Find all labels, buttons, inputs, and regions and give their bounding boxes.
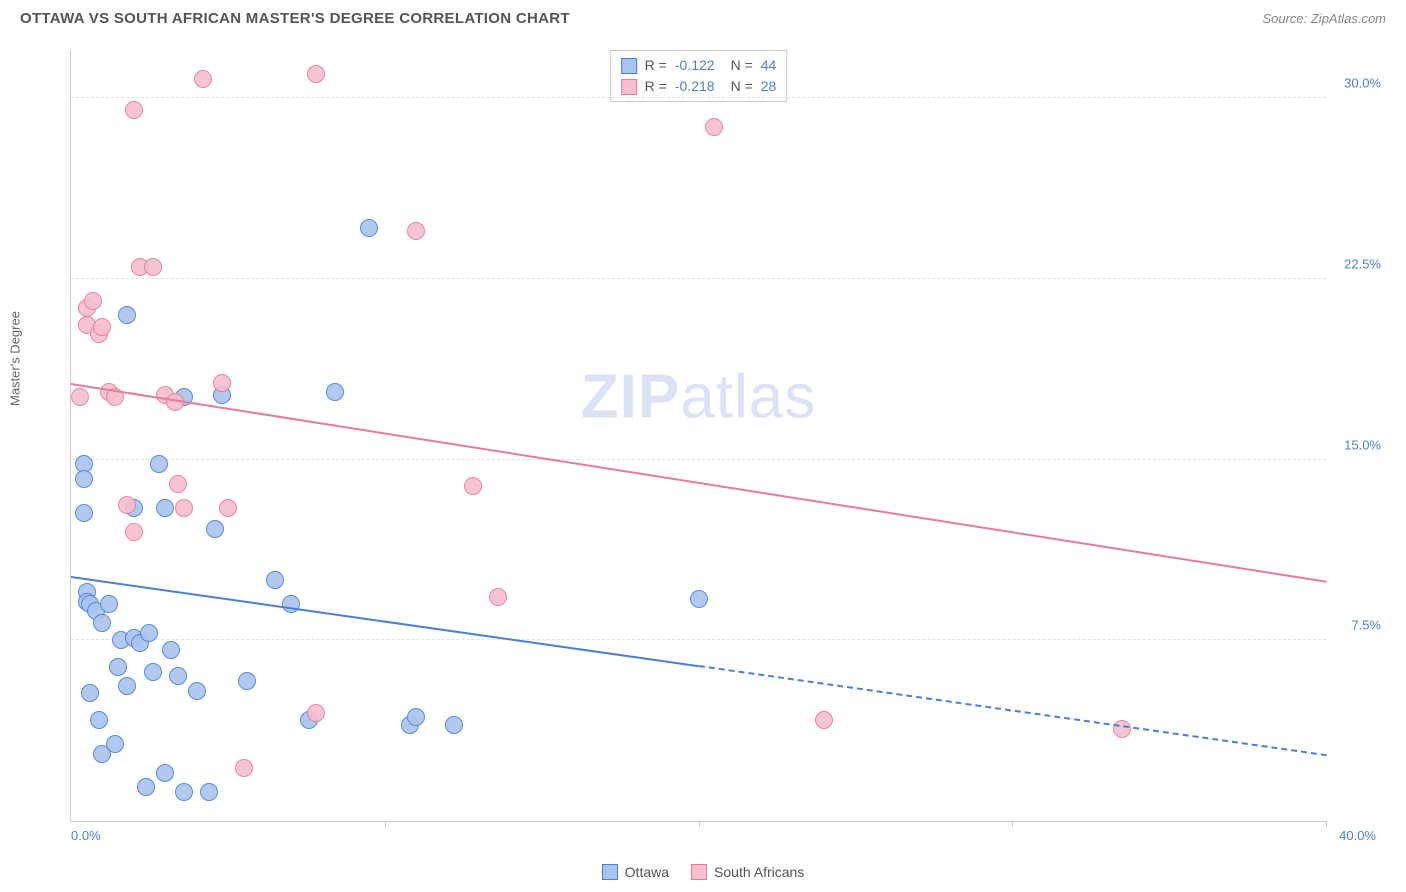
y-tick-label: 30.0% — [1344, 76, 1381, 91]
gridline — [71, 278, 1326, 279]
stats-r-label: R = — [645, 76, 667, 97]
data-point-ottawa — [75, 470, 93, 488]
data-point-ottawa — [118, 306, 136, 324]
stats-n-label: N = — [731, 76, 753, 97]
data-point-ottawa — [175, 783, 193, 801]
legend-item-ottawa: Ottawa — [602, 864, 669, 880]
source-label: Source: ZipAtlas.com — [1262, 11, 1386, 26]
y-tick-label: 15.0% — [1344, 437, 1381, 452]
legend-swatch-south-africans — [691, 864, 707, 880]
data-point-south_africans — [815, 711, 833, 729]
gridline — [71, 459, 1326, 460]
data-point-south_africans — [118, 496, 136, 514]
data-point-south_africans — [93, 318, 111, 336]
data-point-south_africans — [705, 118, 723, 136]
data-point-ottawa — [238, 672, 256, 690]
watermark: ZIPatlas — [581, 361, 816, 432]
stats-r-label: R = — [645, 55, 667, 76]
data-point-south_africans — [489, 588, 507, 606]
data-point-ottawa — [162, 641, 180, 659]
data-point-south_africans — [307, 65, 325, 83]
y-axis-label: Master's Degree — [8, 311, 23, 406]
data-point-ottawa — [206, 520, 224, 538]
data-point-ottawa — [100, 595, 118, 613]
data-point-south_africans — [144, 258, 162, 276]
data-point-ottawa — [326, 383, 344, 401]
x-tick-mark — [385, 821, 386, 827]
data-point-ottawa — [156, 764, 174, 782]
watermark-zip: ZIP — [581, 362, 680, 431]
data-point-south_africans — [125, 101, 143, 119]
plot-area: ZIPatlas R =-0.122N =44R =-0.218N =28 0.… — [70, 50, 1326, 822]
data-point-ottawa — [360, 219, 378, 237]
legend-swatch-ottawa — [602, 864, 618, 880]
chart-title: OTTAWA VS SOUTH AFRICAN MASTER'S DEGREE … — [20, 10, 570, 27]
data-point-ottawa — [144, 663, 162, 681]
data-point-ottawa — [200, 783, 218, 801]
data-point-ottawa — [188, 682, 206, 700]
data-point-ottawa — [445, 716, 463, 734]
data-point-south_africans — [1113, 720, 1131, 738]
data-point-south_africans — [407, 222, 425, 240]
trendline-south_africans — [71, 383, 1327, 583]
data-point-ottawa — [407, 708, 425, 726]
trendline-extrapolated-ottawa — [699, 665, 1327, 756]
data-point-south_africans — [84, 292, 102, 310]
data-point-ottawa — [106, 735, 124, 753]
data-point-ottawa — [282, 595, 300, 613]
stats-row-south_africans: R = -0.218 N = 28 — [621, 76, 777, 97]
y-tick-label: 7.5% — [1351, 618, 1381, 633]
stats-n-value-south_africans: 28 — [761, 76, 777, 97]
stats-r-value-south_africans: -0.218 — [675, 76, 715, 97]
gridline — [71, 97, 1326, 98]
legend-label-south-africans: South Africans — [714, 864, 804, 880]
data-point-ottawa — [90, 711, 108, 729]
data-point-south_africans — [169, 475, 187, 493]
stats-swatch-ottawa — [621, 58, 637, 74]
watermark-atlas: atlas — [680, 362, 816, 431]
data-point-ottawa — [81, 684, 99, 702]
x-tick-max: 40.0% — [1339, 828, 1376, 843]
data-point-ottawa — [266, 571, 284, 589]
data-point-ottawa — [109, 658, 127, 676]
stats-swatch-south_africans — [621, 79, 637, 95]
chart-container: Master's Degree ZIPatlas R =-0.122N =44R… — [20, 40, 1386, 852]
data-point-south_africans — [194, 70, 212, 88]
data-point-ottawa — [156, 499, 174, 517]
data-point-ottawa — [75, 504, 93, 522]
x-tick-min: 0.0% — [71, 828, 101, 843]
data-point-ottawa — [690, 590, 708, 608]
stats-r-value-ottawa: -0.122 — [675, 55, 715, 76]
gridline — [71, 639, 1326, 640]
stats-n-label: N = — [731, 55, 753, 76]
data-point-ottawa — [93, 614, 111, 632]
data-point-ottawa — [118, 677, 136, 695]
data-point-south_africans — [71, 388, 89, 406]
bottom-legend: Ottawa South Africans — [0, 864, 1406, 880]
data-point-south_africans — [219, 499, 237, 517]
data-point-south_africans — [213, 374, 231, 392]
correlation-stats-box: R = -0.122 N = 44 R = -0.218 N = 28 — [610, 50, 788, 102]
y-tick-label: 22.5% — [1344, 256, 1381, 271]
x-tick-mark — [1326, 821, 1327, 827]
stats-row-ottawa: R = -0.122 N = 44 — [621, 55, 777, 76]
data-point-ottawa — [140, 624, 158, 642]
data-point-south_africans — [464, 477, 482, 495]
x-tick-mark — [699, 821, 700, 827]
legend-label-ottawa: Ottawa — [625, 864, 669, 880]
stats-n-value-ottawa: 44 — [761, 55, 777, 76]
data-point-ottawa — [169, 667, 187, 685]
data-point-south_africans — [125, 523, 143, 541]
data-point-ottawa — [137, 778, 155, 796]
data-point-south_africans — [307, 704, 325, 722]
data-point-south_africans — [235, 759, 253, 777]
legend-item-south-africans: South Africans — [691, 864, 804, 880]
data-point-south_africans — [175, 499, 193, 517]
data-point-ottawa — [150, 455, 168, 473]
x-tick-mark — [1012, 821, 1013, 827]
